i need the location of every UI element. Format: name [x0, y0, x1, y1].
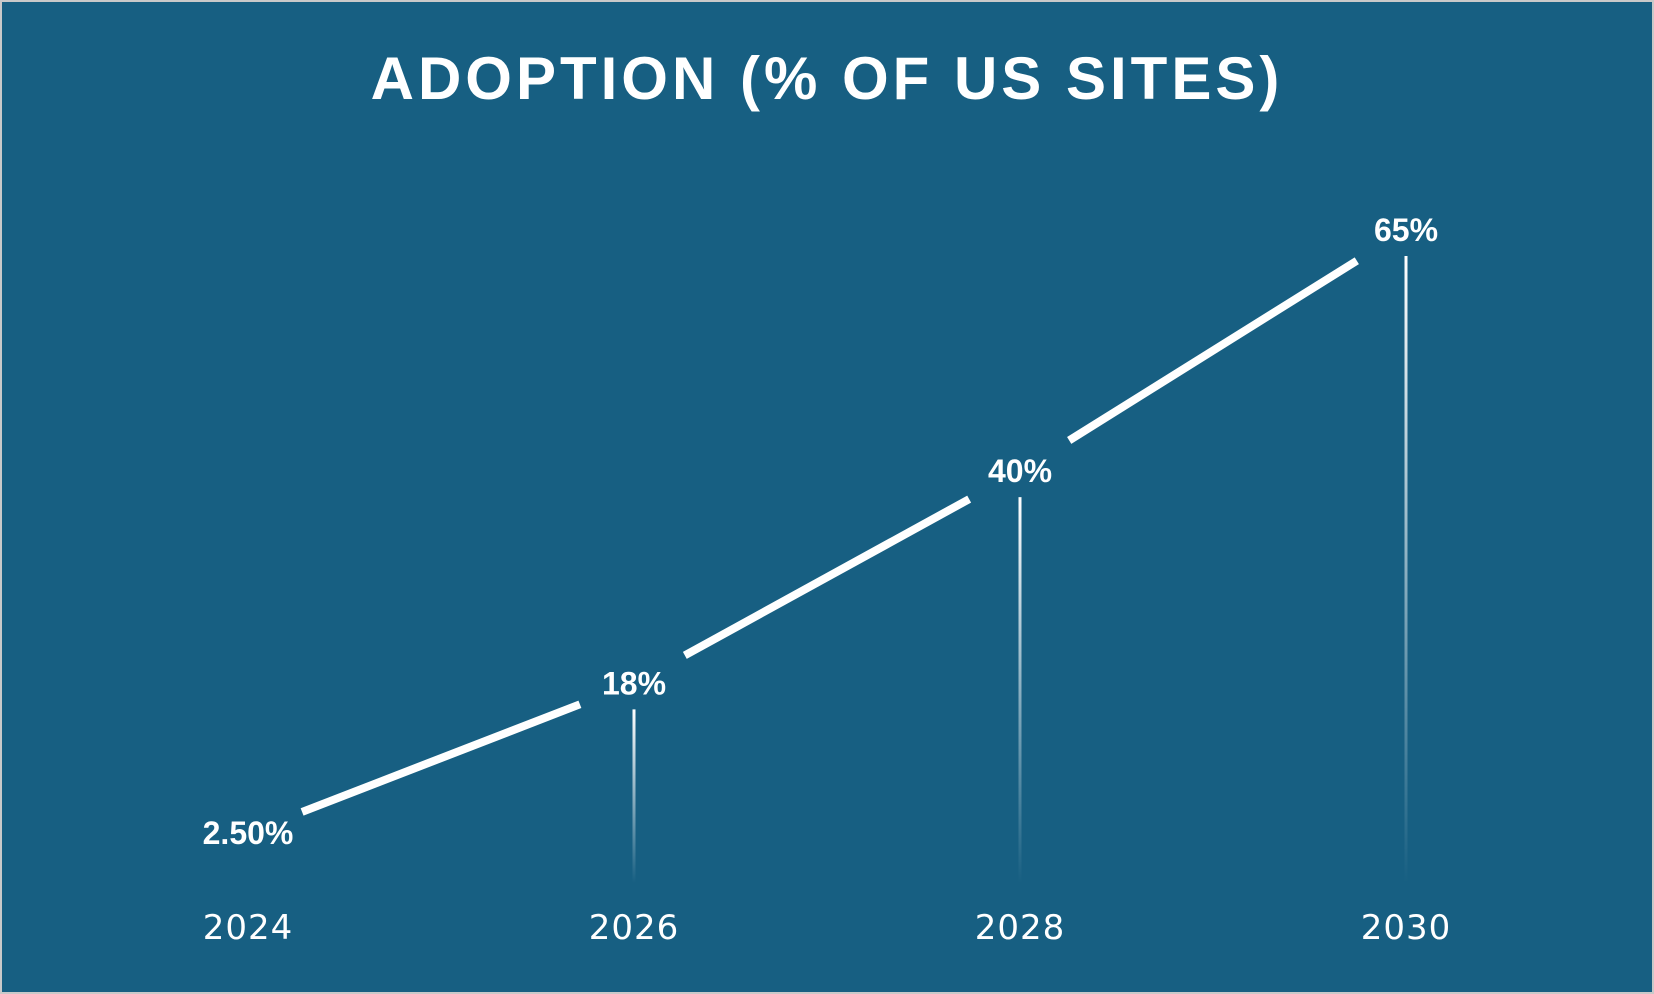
x-tick-label: 2028 [975, 908, 1066, 948]
drop-line [632, 709, 636, 883]
chart-title: ADOPTION (% OF US SITES) [370, 45, 1284, 112]
drop-line [1404, 256, 1408, 883]
data-label: 18% [602, 665, 666, 701]
data-label: 2.50% [203, 815, 294, 851]
drop-line [1018, 497, 1022, 883]
x-axis-ticks: 2024 2026 2028 2030 [203, 908, 1452, 948]
data-labels: 2.50% 18% 40% 65% [203, 212, 1438, 851]
data-label: 40% [988, 453, 1052, 489]
x-tick-label: 2026 [589, 908, 680, 948]
data-label: 65% [1374, 212, 1438, 248]
drop-lines [632, 256, 1408, 883]
series-line-segment [1067, 257, 1359, 444]
series-line-segment [682, 495, 972, 659]
series-line-segment [300, 700, 582, 816]
x-tick-label: 2024 [203, 908, 294, 948]
series-line [300, 257, 1359, 816]
x-tick-label: 2030 [1361, 908, 1452, 948]
